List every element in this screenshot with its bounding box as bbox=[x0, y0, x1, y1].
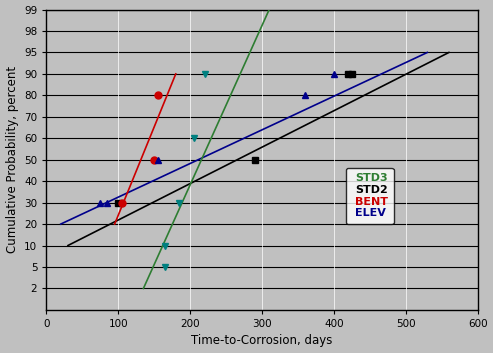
X-axis label: Time-to-Corrosion, days: Time-to-Corrosion, days bbox=[191, 334, 333, 347]
Y-axis label: Cumulative Probability, percent: Cumulative Probability, percent bbox=[5, 66, 19, 253]
Legend: STD3, STD2, BENT, ELEV: STD3, STD2, BENT, ELEV bbox=[346, 168, 393, 224]
